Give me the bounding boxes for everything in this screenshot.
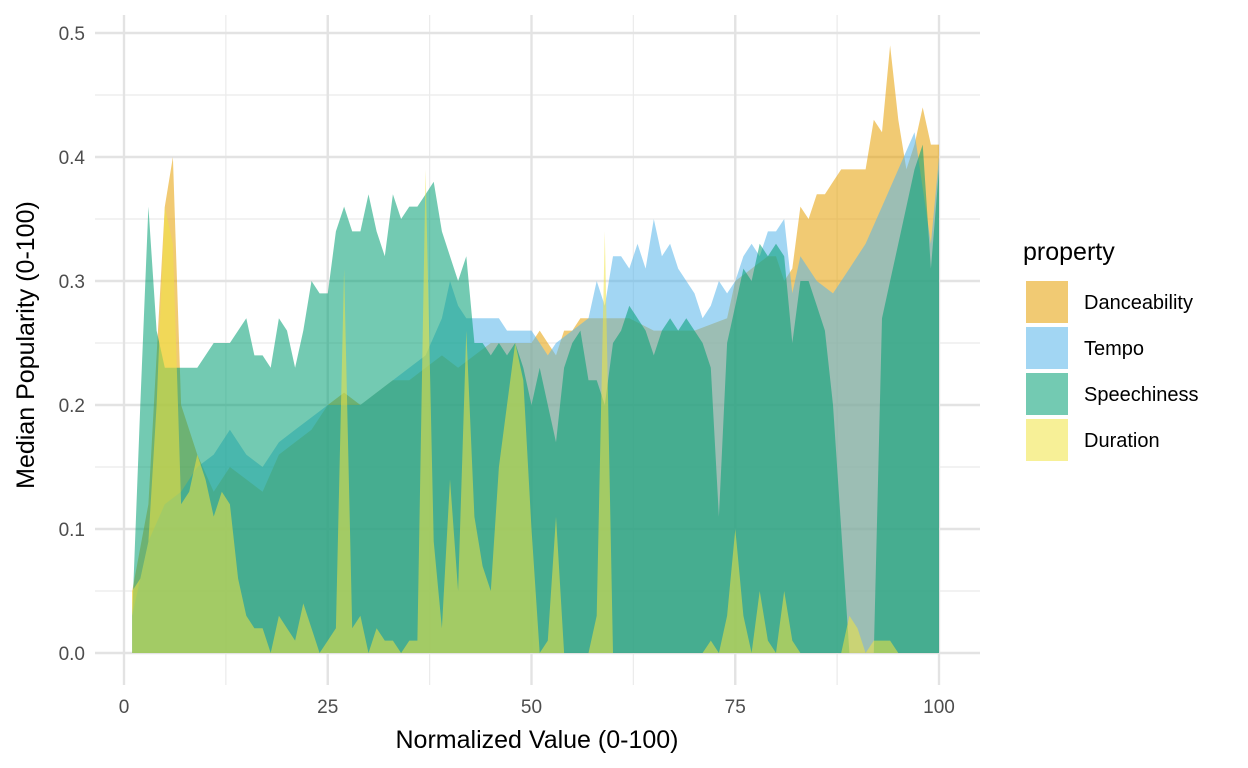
legend-item-duration: Duration xyxy=(1026,419,1160,461)
legend-swatch xyxy=(1026,419,1068,461)
area-series xyxy=(132,45,939,653)
area-speechiness xyxy=(132,144,939,653)
x-tick-label: 75 xyxy=(725,697,746,718)
area-duration xyxy=(132,169,939,653)
y-tick-label: 0.0 xyxy=(59,644,85,665)
y-tick-label: 0.3 xyxy=(59,272,85,293)
y-tick-label: 0.2 xyxy=(59,396,85,417)
legend-label: Tempo xyxy=(1084,338,1144,360)
y-axis-ticks: 0.0 0.1 0.2 0.3 0.4 0.5 xyxy=(59,24,86,665)
legend-item-tempo: Tempo xyxy=(1026,327,1144,369)
y-tick-label: 0.1 xyxy=(59,520,85,541)
legend: property Danceability Tempo Speechiness Dur… xyxy=(1023,238,1199,461)
legend-label: Danceability xyxy=(1084,292,1193,314)
legend-swatch xyxy=(1026,281,1068,323)
x-tick-label: 50 xyxy=(521,697,542,718)
x-axis-title: Normalized Value (0-100) xyxy=(396,726,679,754)
legend-label: Duration xyxy=(1084,430,1160,452)
x-tick-label: 0 xyxy=(119,697,130,718)
y-tick-label: 0.4 xyxy=(59,148,86,169)
x-tick-label: 25 xyxy=(317,697,338,718)
legend-item-danceability: Danceability xyxy=(1026,281,1193,323)
legend-swatch xyxy=(1026,327,1068,369)
legend-swatch xyxy=(1026,373,1068,415)
y-tick-label: 0.5 xyxy=(59,24,85,45)
legend-title: property xyxy=(1023,238,1115,266)
x-tick-label: 100 xyxy=(923,697,955,718)
y-axis-title: Median Popularity (0-100) xyxy=(12,201,40,489)
x-axis-ticks: 0 25 50 75 100 xyxy=(119,697,955,718)
legend-label: Speechiness xyxy=(1084,384,1199,406)
legend-item-speechiness: Speechiness xyxy=(1026,373,1199,415)
